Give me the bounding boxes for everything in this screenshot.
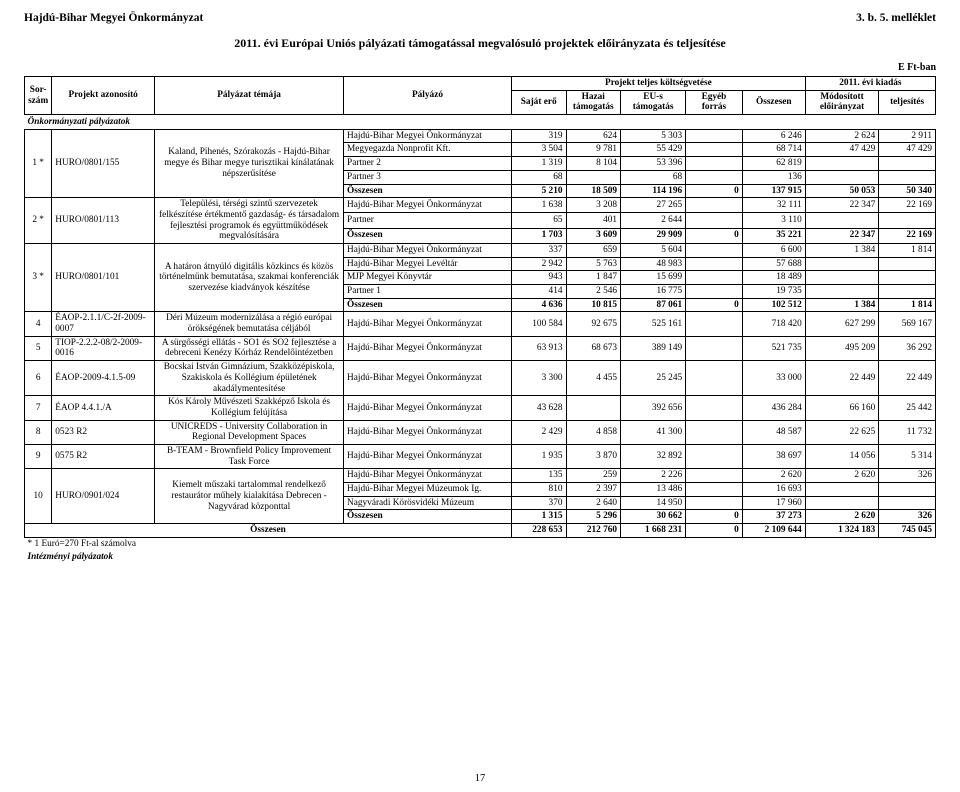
col-osszesen: Összesen [742,90,805,114]
col-sorszam: Sor- szám [25,77,52,115]
page-header-right: 3. b. 5. melléklet [856,12,936,24]
col-hazai: Hazai támogatás [566,90,621,114]
table-row: 5TIOP-2.2.2-08/2-2009-0016A sürgősségi e… [25,336,936,360]
table-head: Sor- szám Projekt azonosító Pályázat tém… [25,77,936,115]
col-teljesites: teljesítés [879,90,936,114]
section-intezmenyi: Intézményi pályázatok [25,550,936,564]
page-header-left: Hajdú-Bihar Megyei Önkormányzat [24,12,203,24]
budget-table: Sor- szám Projekt azonosító Pályázat tém… [24,76,936,564]
col-tema: Pályázat témája [155,77,344,115]
col-eu: EU-s támogatás [621,90,686,114]
unit-label: E Ft-ban [898,62,936,73]
section-onkormanyzati: Önkormányzati pályázatok [25,115,936,130]
page-title: 2011. évi Európai Uniós pályázati támoga… [0,36,960,51]
col-egyeb: Egyéb forrás [686,90,743,114]
grand-total-row: Összesen228 653212 7601 668 23102 109 64… [25,524,936,538]
table-row: 80523 R2UNICREDS - University Collaborat… [25,420,936,444]
col-sajat-ero: Saját erő [511,90,566,114]
col-palyazo: Pályázó [344,77,512,115]
col-azonosito: Projekt azonosító [52,77,155,115]
table-row: 4ÉAOP-2.1.1/C-2f-2009-0007Déri Múzeum mo… [25,312,936,336]
table-row: 90575 R2B-TEAM - Brownfield Policy Impro… [25,444,936,468]
table-body: Önkormányzati pályázatok1 *HURO/0801/155… [25,115,936,565]
footnote: * 1 Euró=270 Ft-al számolva [25,537,936,550]
table-row: 1 *HURO/0801/155Kaland, Pihenés, Szórako… [25,129,936,143]
table-row: 10HURO/0901/024Kiemelt műszaki tartalomm… [25,469,936,483]
col-group-kiadas: 2011. évi kiadás [805,77,935,91]
table-row: 7ÉAOP 4.4.1./AKós Károly Művészeti Szakk… [25,396,936,420]
table-row: 6ÉAOP-2009-4.1.5-09Bocskai István Gimnáz… [25,361,936,396]
col-modositott: Módosított előirányzat [805,90,878,114]
table-row: 3 *HURO/0801/101A határon átnyúló digitá… [25,243,936,257]
page-number: 17 [0,773,960,784]
table-row: 2 *HURO/0801/113Települési, térségi szin… [25,198,936,213]
col-group-koltsegvetes: Projekt teljes költségvetése [511,77,805,91]
